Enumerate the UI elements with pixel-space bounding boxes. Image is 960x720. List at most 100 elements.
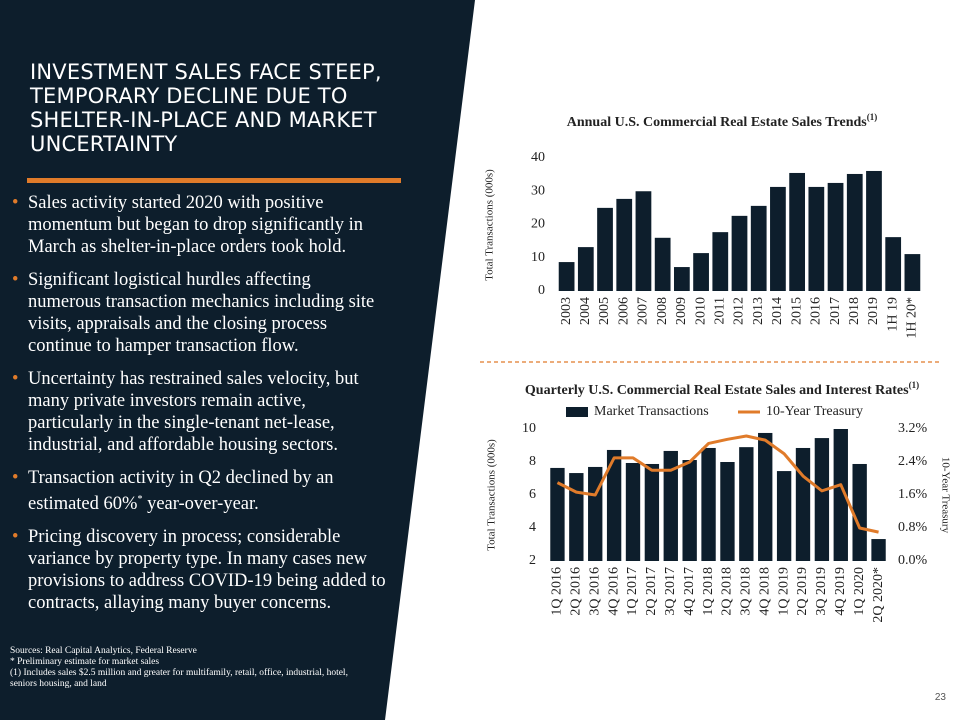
x-tick-label: 4Q 2019 — [833, 567, 848, 616]
chart-title-note: (1) — [867, 112, 878, 122]
line-series — [556, 434, 879, 534]
x-tick-label: 2Q 2020* — [871, 567, 886, 623]
y-tick-label: 40 — [531, 150, 545, 165]
footnote: (1) Includes sales $2.5 million and grea… — [10, 668, 348, 689]
y2-tick-label: 0.0% — [898, 553, 928, 568]
y-tick-label: 2 — [529, 553, 536, 568]
x-tick-label: 2007 — [636, 297, 651, 325]
x-tick-label: 2011 — [713, 297, 728, 324]
bullet: Pricing discovery in process; considerab… — [10, 526, 388, 614]
bar — [712, 232, 729, 291]
bar — [833, 429, 848, 561]
x-tick-label: 3Q 2018 — [739, 567, 754, 616]
x-tick-label: 2019 — [866, 297, 881, 325]
x-tick-label: 1Q 2019 — [776, 567, 791, 616]
x-tick-label: 2014 — [770, 297, 785, 325]
bar — [885, 237, 902, 291]
x-tick-label: 1Q 2016 — [550, 567, 565, 616]
bullet-text: Pricing discovery in process; considerab… — [28, 527, 386, 614]
bar — [808, 186, 825, 291]
y2-tick-label: 0.8% — [898, 520, 928, 535]
y2-tick-label: 2.4% — [898, 454, 928, 469]
x-tick-label: 2005 — [597, 297, 612, 325]
y-tick-label: 0 — [538, 283, 545, 298]
x-tick-label: 4Q 2017 — [682, 567, 697, 616]
x-tick-label: 2003 — [559, 297, 574, 325]
bar — [852, 463, 867, 561]
bullet-sup: * — [137, 494, 143, 505]
bullet-text: year-over-year. — [142, 494, 259, 515]
y2-tick-label: 1.6% — [898, 487, 928, 502]
bar — [701, 447, 716, 561]
chart-title: Annual U.S. Commercial Real Estate Sales… — [567, 112, 877, 130]
y-axis-title: Total Transactions (000s) — [484, 169, 496, 281]
legend-label: Market Transactions — [594, 404, 709, 419]
x-tick-label: 3Q 2017 — [663, 567, 678, 616]
bar — [606, 449, 622, 561]
bar — [616, 198, 633, 291]
bar — [827, 182, 844, 291]
x-tick-label: 2016 — [809, 297, 824, 325]
x-tick-label: 2010 — [693, 297, 708, 325]
x-tick-label: 2015 — [789, 297, 804, 325]
footnote: Sources: Real Capital Analytics, Federal… — [10, 646, 197, 656]
x-tick-label: 2Q 2017 — [644, 567, 659, 616]
x-tick-label: 2017 — [828, 297, 843, 325]
bullet: Uncertainty has restrained sales velocit… — [10, 368, 388, 456]
x-tick-label: 1H 20* — [905, 297, 920, 339]
x-tick-label: 4Q 2016 — [606, 567, 621, 616]
x-tick-label: 2013 — [751, 297, 766, 325]
bar — [720, 462, 735, 561]
legend-label: 10-Year Treasury — [766, 404, 863, 419]
bar — [731, 215, 748, 291]
bullet: Significant logistical hurdles affecting… — [10, 269, 388, 357]
bar — [682, 460, 697, 561]
y-tick-label: 6 — [529, 487, 536, 502]
bullet-text: Sales activity started 2020 with positiv… — [28, 193, 364, 257]
slide-title: INVESTMENT SALES FACE STEEP, TEMPORARY D… — [30, 60, 382, 156]
y2-axis-title: 10-Year Treasury — [939, 457, 951, 534]
bar — [597, 207, 613, 291]
chart-title-text: Quarterly U.S. Commercial Real Estate Sa… — [525, 383, 909, 398]
y-tick-label: 20 — [531, 217, 545, 232]
bar — [663, 450, 678, 561]
bar — [673, 267, 690, 291]
bar — [625, 462, 641, 561]
y-tick-label: 10 — [531, 250, 545, 265]
bar — [795, 447, 811, 561]
x-tick-label: 2Q 2016 — [569, 567, 584, 616]
y-tick-label: 8 — [529, 454, 536, 469]
bar — [758, 432, 773, 561]
bar — [904, 254, 921, 291]
bar — [654, 237, 671, 291]
bar — [750, 205, 767, 291]
x-tick-label: 1Q 2017 — [625, 567, 640, 616]
x-tick-label: 1Q 2020 — [852, 567, 867, 616]
bullet: Sales activity started 2020 with positiv… — [10, 192, 388, 258]
y-tick-label: 30 — [531, 183, 545, 198]
footnote: * Preliminary estimate for market sales — [10, 657, 160, 667]
x-tick-label: 2018 — [847, 297, 862, 325]
bar — [588, 466, 603, 561]
chart-title-note: (1) — [909, 380, 920, 390]
x-tick-label: 2Q 2019 — [795, 567, 810, 616]
x-tick-label: 2Q 2018 — [720, 567, 735, 616]
y-tick-label: 10 — [522, 421, 536, 436]
y-tick-label: 4 — [529, 520, 536, 535]
title-rule — [27, 178, 401, 183]
footnotes: Sources: Real Capital Analytics, Federal… — [10, 646, 370, 690]
bar — [871, 539, 886, 561]
x-tick-label: 2009 — [674, 297, 689, 325]
legend-swatch — [566, 407, 588, 417]
x-tick-label: 1H 19 — [885, 297, 900, 332]
bar — [866, 170, 882, 291]
chart-title-text: Annual U.S. Commercial Real Estate Sales… — [567, 115, 868, 130]
x-tick-label: 3Q 2019 — [814, 567, 829, 616]
bullet-list: Sales activity started 2020 with positiv… — [10, 192, 388, 625]
x-tick-label: 2012 — [732, 297, 747, 325]
bar — [569, 473, 584, 561]
bullet-text: Uncertainty has restrained sales velocit… — [28, 369, 359, 455]
x-tick-label: 1Q 2018 — [701, 567, 716, 616]
bar — [814, 438, 830, 561]
